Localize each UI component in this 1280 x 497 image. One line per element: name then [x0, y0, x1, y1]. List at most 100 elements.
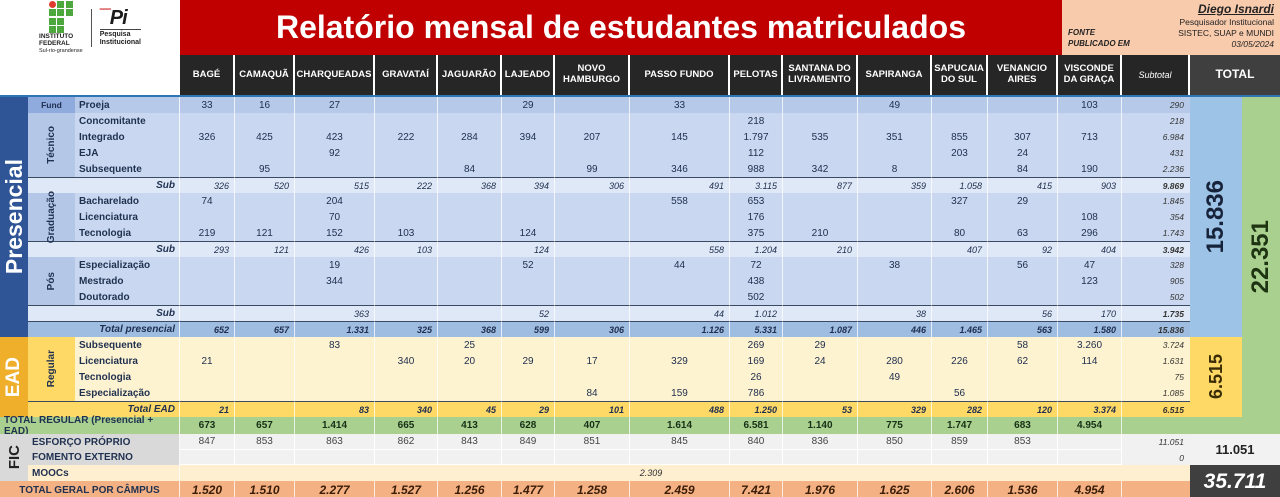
data-cell [180, 337, 235, 353]
subtotal-cell: 502 [1122, 289, 1190, 305]
data-cell: 859 [932, 434, 988, 450]
data-cell: 563 [988, 321, 1058, 337]
total-fic-cell: 11.051 [1190, 434, 1280, 465]
data-cell: 38 [858, 257, 932, 273]
table-row-concomitante: Concomitante 218 218 [0, 113, 1190, 129]
data-cell: 359 [858, 177, 932, 193]
row-label: Subsequente [75, 337, 180, 353]
data-cell: 222 [375, 129, 438, 145]
data-cell: 329 [858, 401, 932, 417]
table-row-integrado: Integrado 326 425 423 222 284 394 207 145 1.797 53… [0, 129, 1190, 145]
subtotal-cell: 1.743 [1122, 225, 1190, 241]
row-label: Licenciatura [75, 209, 180, 225]
data-cell: 657 [235, 321, 295, 337]
data-cell: 56 [932, 385, 988, 401]
data-cell: 488 [630, 401, 730, 417]
data-cell: 1.256 [438, 481, 502, 497]
data-cell [438, 113, 502, 129]
data-cell: 49 [858, 369, 932, 385]
data-cell [438, 257, 502, 273]
data-cell [988, 450, 1058, 465]
data-cell: 203 [932, 145, 988, 161]
data-cell: 438 [730, 273, 783, 289]
data-cell [375, 450, 438, 465]
data-cell [235, 193, 295, 209]
subtotal-cell: 15.836 [1122, 321, 1190, 337]
data-cell [988, 369, 1058, 385]
data-cell [555, 145, 630, 161]
data-cell [858, 450, 932, 465]
data-cell: 25 [438, 337, 502, 353]
data-cell: 665 [375, 417, 438, 434]
data-cell [438, 209, 502, 225]
subtotal-cell: 2.236 [1122, 161, 1190, 177]
data-cell: 325 [375, 321, 438, 337]
data-cell: 280 [858, 353, 932, 369]
data-cell: 1.477 [502, 481, 555, 497]
total-header: TOTAL [1190, 55, 1280, 95]
data-cell: 145 [630, 129, 730, 145]
data-cell: 29 [502, 401, 555, 417]
data-cell: 775 [858, 417, 932, 434]
data-cell [730, 450, 783, 465]
data-cell: 218 [730, 113, 783, 129]
data-cell [555, 337, 630, 353]
data-cell [932, 289, 988, 305]
data-cell [375, 369, 438, 385]
data-cell: 1.797 [730, 129, 783, 145]
data-cell [180, 161, 235, 177]
data-cell: 83 [295, 401, 375, 417]
data-cell: 219 [180, 225, 235, 241]
data-cell: 340 [375, 353, 438, 369]
data-cell: 103 [375, 241, 438, 257]
subtotal-cell: 218 [1122, 113, 1190, 129]
subtotal-cell: 1.735 [1122, 305, 1190, 321]
data-cell [858, 241, 932, 257]
data-cell [630, 450, 730, 465]
data-cell: 114 [1058, 353, 1122, 369]
info-panel: Diego Isnardi Pesquisador Institucional … [1062, 0, 1280, 55]
data-cell: 121 [235, 241, 295, 257]
data-cell [932, 257, 988, 273]
data-cell: 7.421 [730, 481, 783, 497]
data-cell: 683 [988, 417, 1058, 434]
total-regular-cell: 22.351 [1242, 97, 1280, 417]
data-cell: 159 [630, 385, 730, 401]
data-cell [438, 193, 502, 209]
data-cell: 29 [502, 353, 555, 369]
grand-total-cell: 35.711 [1190, 465, 1280, 497]
fonte-row: FONTE SISTEC, SUAP e MUNDI [1068, 28, 1274, 38]
data-cell: 1.331 [295, 321, 375, 337]
data-cell: 176 [730, 209, 783, 225]
data-cell: 8 [858, 161, 932, 177]
data-cell [295, 161, 375, 177]
data-cell [932, 209, 988, 225]
data-cell: 92 [295, 145, 375, 161]
data-cell: 169 [730, 353, 783, 369]
data-cell [858, 225, 932, 241]
data-cell [783, 209, 858, 225]
data-cell: 24 [783, 353, 858, 369]
data-cell: 103 [1058, 97, 1122, 113]
data-cell [375, 305, 438, 321]
column-header-8: PASSO FUNDO [630, 55, 730, 95]
data-cell [783, 113, 858, 129]
data-cell: 713 [1058, 129, 1122, 145]
table-row-total-ead: Total EAD 21 83 340 45 29 101 488 1.250 53 329 282 1… [0, 401, 1190, 417]
data-cell: 1.625 [858, 481, 932, 497]
data-cell [932, 113, 988, 129]
data-cell [438, 305, 502, 321]
data-cell [502, 273, 555, 289]
data-cell: 16 [235, 97, 295, 113]
column-header-spacer [0, 55, 180, 95]
data-cell [375, 289, 438, 305]
data-cell [783, 257, 858, 273]
row-label: Bacharelado [75, 193, 180, 209]
data-cell [438, 225, 502, 241]
data-cell: 26 [730, 369, 783, 385]
table-row-total-geral-por-c-mpus: TOTAL GERAL POR CÂMPUS 1.520 1.510 2.277 1.5… [0, 481, 1190, 497]
table-row-especializa-o: Especialização 19 52 44 72 38 56 47 328 [0, 257, 1190, 273]
subtotal-cell: 75 [1122, 369, 1190, 385]
data-cell: 207 [555, 129, 630, 145]
data-cell: 70 [295, 209, 375, 225]
